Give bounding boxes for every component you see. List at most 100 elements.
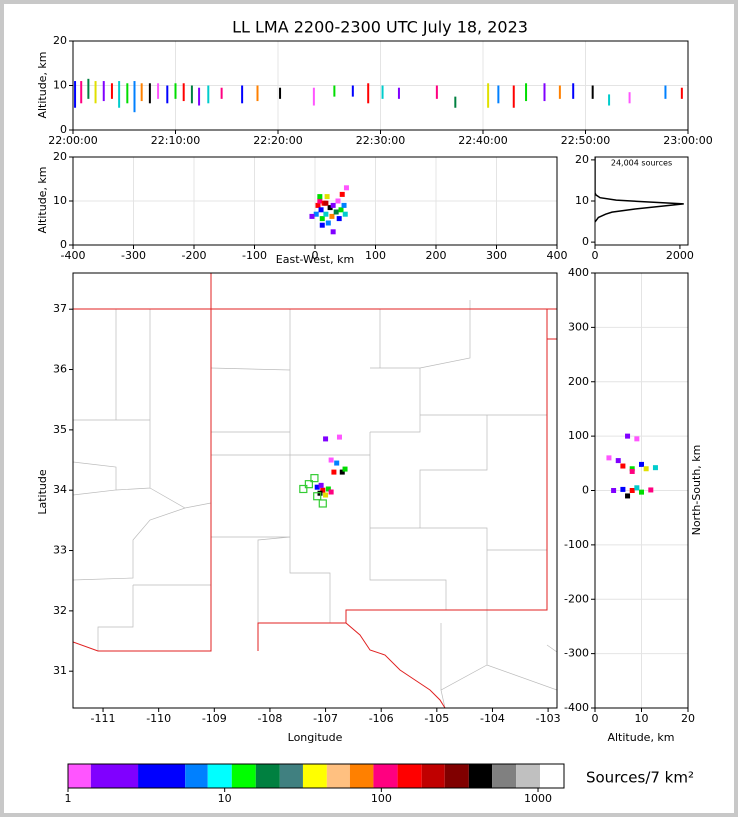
source-point	[620, 486, 626, 492]
panel: 24,004 sources 0 2000 0 10 20	[575, 153, 694, 262]
source-point	[336, 434, 342, 440]
marks	[595, 157, 684, 223]
annotation: 24,004 sources	[611, 159, 672, 168]
y-tick-label: 33	[53, 544, 67, 557]
x-tick-label: 0	[592, 712, 599, 725]
source-point	[323, 436, 329, 442]
source-point	[606, 455, 612, 461]
y-tick-label: 10	[53, 194, 67, 207]
source-point	[309, 213, 315, 219]
station	[318, 499, 327, 508]
x-tick-label: 22:50:00	[561, 134, 610, 147]
source-point	[320, 487, 326, 493]
source-point	[620, 463, 626, 469]
x-tick-label: 22:20:00	[253, 134, 302, 147]
marks	[299, 434, 348, 508]
colorbar-segment	[540, 764, 564, 788]
colorbar-segment	[397, 764, 422, 788]
marks	[309, 185, 349, 235]
x-tick-label: 0	[312, 249, 319, 262]
background	[4, 4, 734, 813]
colorbar-segment	[326, 764, 350, 788]
source-point	[629, 488, 635, 493]
x-tick-label: -104	[480, 712, 505, 725]
y-tick-label: 10	[53, 79, 67, 92]
x-tick-label: 23:00:00	[663, 134, 712, 147]
x-tick-label: -110	[146, 712, 171, 725]
colorbar-frame	[67, 763, 565, 789]
source-point	[629, 466, 635, 472]
colorbar-segment	[68, 764, 91, 788]
tick-label: 10	[218, 792, 232, 805]
x-tick-label: 2000	[666, 249, 694, 262]
station	[304, 480, 313, 489]
colorbar-segment	[279, 764, 303, 788]
source-point	[629, 468, 635, 474]
map-boundaries	[73, 273, 557, 708]
colorbar-segment	[492, 764, 517, 788]
x-tick-label: -100	[242, 249, 267, 262]
panel: -400 -300 -200 -100 0 100 200 300 400 0 10 20 Altitu…	[36, 150, 568, 266]
station	[313, 492, 322, 501]
y-tick-label: 0	[582, 484, 589, 497]
x-axis-label: East-West, km	[276, 253, 354, 266]
source-point	[342, 466, 348, 472]
source-point	[324, 194, 330, 200]
colorbar-segment	[185, 764, 208, 788]
y-tick-label: -100	[564, 538, 589, 551]
y-tick-label: 0	[582, 235, 589, 248]
colorbar-segment	[468, 764, 493, 788]
source-point	[331, 469, 337, 475]
x-tick-label: -111	[91, 712, 116, 725]
y-tick-label: 35	[53, 423, 67, 436]
x-tick-label: 300	[486, 249, 507, 262]
x-tick-label: -103	[536, 712, 561, 725]
y-tick-label: 200	[568, 375, 589, 388]
source-point	[317, 194, 323, 200]
y-axis-label: Altitude, km	[36, 51, 49, 118]
source-point	[343, 185, 349, 191]
marks	[606, 433, 658, 499]
x-tick-label: 200	[426, 249, 447, 262]
source-point	[339, 191, 345, 197]
y-tick-label: 37	[53, 302, 67, 315]
source-point	[625, 433, 631, 439]
y-tick-label: -300	[564, 647, 589, 660]
marks	[74, 78, 683, 113]
source-point	[341, 202, 347, 208]
profile-line	[595, 157, 684, 223]
tick-label: 100	[371, 792, 392, 805]
source-point	[339, 469, 345, 475]
source-point	[330, 202, 336, 208]
source-point	[643, 466, 649, 472]
colorbar-label: Sources/7 km²	[586, 769, 694, 787]
x-tick-label: -106	[369, 712, 394, 725]
y-tick-label: -200	[564, 592, 589, 605]
source-point	[648, 487, 654, 493]
y-axis-label: North-South, km	[690, 445, 703, 536]
source-point	[639, 461, 644, 467]
y-tick-label: 20	[575, 153, 589, 166]
station	[299, 484, 308, 494]
source-point	[611, 488, 617, 493]
x-tick-label: 100	[365, 249, 386, 262]
colorbar-segment	[90, 764, 139, 788]
station	[310, 474, 319, 483]
source-point	[325, 486, 331, 492]
source-point	[319, 222, 325, 228]
colorbar-segment	[516, 764, 541, 788]
source-point	[342, 211, 348, 217]
colorbar-segment	[349, 764, 374, 788]
source-point	[615, 458, 621, 464]
x-tick-label: -108	[257, 712, 282, 725]
x-tick-label: 22:10:00	[151, 134, 200, 147]
chart-title: LL LMA 2200-2300 UTC July 18, 2023	[232, 18, 528, 37]
tick-label: 1000	[524, 792, 552, 805]
colorbar-segment	[255, 764, 280, 788]
panel: -111 -110 -109 -108 -107 -106 -105 -104 -103 31 32…	[36, 272, 561, 744]
x-tick-label: -300	[121, 249, 146, 262]
y-tick-label: 400	[568, 266, 589, 279]
x-tick-label: 22:00:00	[48, 134, 97, 147]
y-tick-label: 300	[568, 320, 589, 333]
